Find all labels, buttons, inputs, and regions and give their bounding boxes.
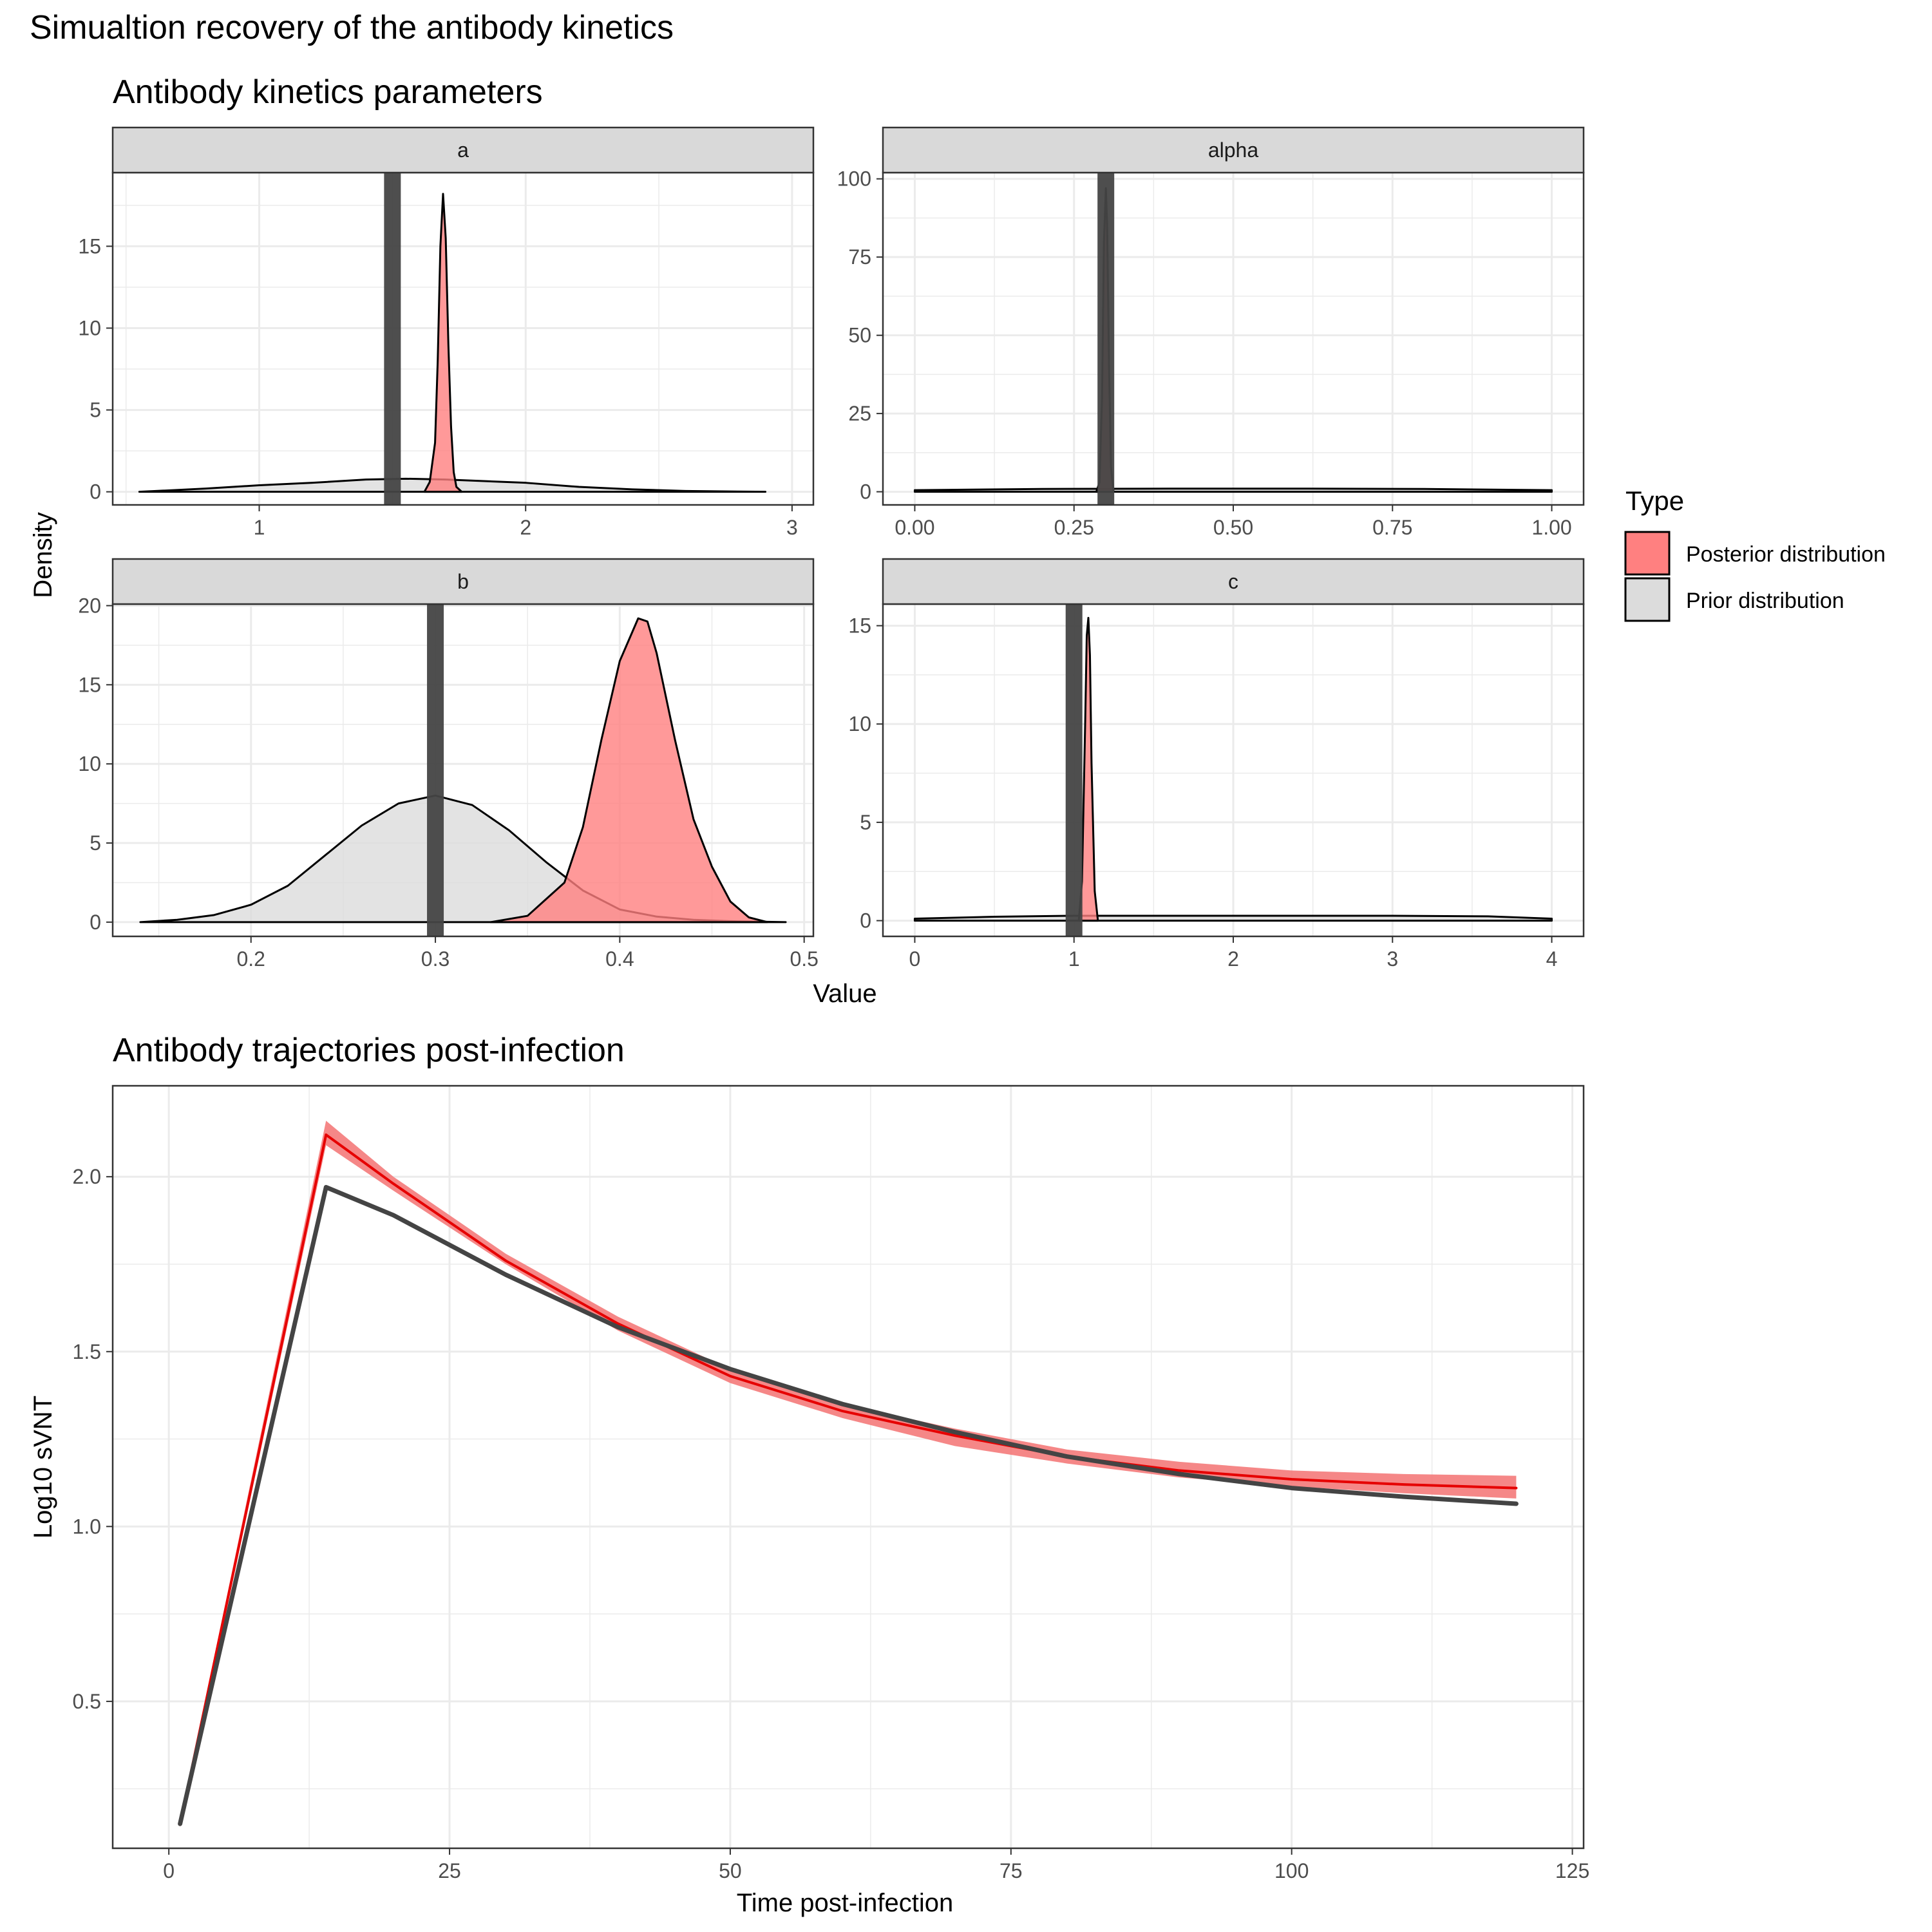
x-tick-label: 0.3 — [421, 947, 450, 971]
y-tick-label: 1.0 — [73, 1515, 101, 1538]
y-tick-label: 100 — [837, 167, 871, 191]
legend-key-posterior — [1624, 531, 1671, 576]
y-tick-label: 2.0 — [73, 1165, 101, 1188]
facet-b: 0.2 0.3 0.4 0.5 0 5 10 15 20 b — [78, 558, 819, 971]
y-tick-label: 15 — [78, 234, 101, 258]
bottom-subtitle: Antibody trajectories post-infection — [113, 1032, 625, 1069]
x-tick-label: 0.75 — [1372, 516, 1412, 539]
x-tick-label: 0.5 — [790, 947, 818, 971]
y-tick-label: 5 — [90, 399, 101, 422]
x-tick-label: 50 — [719, 1859, 742, 1882]
y-tick-label: 10 — [78, 316, 101, 339]
trajectory-y-axis-title: Log10 sVNT — [29, 1396, 57, 1539]
facet-strip — [111, 126, 815, 174]
density-y-axis-title: Density — [29, 512, 57, 598]
legend-title: Type — [1625, 486, 1684, 516]
x-tick-label: 4 — [1546, 947, 1558, 971]
x-tick-label: 0.4 — [605, 947, 634, 971]
facet-strip — [882, 558, 1585, 605]
x-tick-label: 100 — [1274, 1859, 1309, 1882]
x-tick-label: 75 — [999, 1859, 1023, 1882]
y-tick-label: 75 — [848, 245, 871, 269]
y-tick-label: 1.5 — [73, 1340, 101, 1363]
facet-strip-label: c — [1228, 570, 1238, 593]
x-tick-label: 0 — [909, 947, 921, 971]
y-tick-label: 0 — [860, 480, 871, 504]
x-tick-label: 0 — [163, 1859, 175, 1882]
true-trajectory-line — [178, 1185, 1519, 1826]
y-tick-label: 25 — [848, 402, 871, 425]
y-tick-label: 0 — [90, 480, 101, 504]
x-tick-label: 1.00 — [1531, 516, 1571, 539]
y-tick-label: 5 — [90, 831, 101, 855]
y-tick-label: 20 — [78, 594, 101, 617]
top-subtitle: Antibody kinetics parameters — [113, 73, 543, 111]
trajectory-panel: 0 25 50 75 100 125 0.5 1.0 1.5 2.0 — [73, 1084, 1589, 1882]
posterior-density — [1077, 616, 1099, 922]
legend-label-posterior: Posterior distribution — [1686, 542, 1886, 567]
legend-label-prior: Prior distribution — [1686, 589, 1844, 613]
y-tick-label: 50 — [848, 324, 871, 347]
figure-title: Simualtion recovery of the antibody kine… — [30, 9, 674, 46]
y-tick-label: 0 — [90, 911, 101, 934]
x-tick-label: 1 — [1068, 947, 1080, 971]
y-tick-label: 5 — [860, 811, 871, 834]
y-tick-label: 10 — [78, 752, 101, 775]
prior-density — [913, 488, 1553, 493]
facet-strip — [111, 558, 815, 605]
legend: Type Posterior distribution Prior distri… — [1624, 486, 1886, 622]
facet-strip-label: alpha — [1208, 138, 1259, 162]
x-tick-label: 25 — [438, 1859, 461, 1882]
x-tick-label: 0.2 — [236, 947, 265, 971]
facet-strip-label: b — [457, 570, 469, 593]
x-tick-label: 0.25 — [1054, 516, 1094, 539]
x-tick-label: 2 — [520, 516, 531, 539]
posterior-density — [489, 617, 768, 923]
y-tick-label: 0 — [860, 909, 871, 933]
panel-background — [113, 1086, 1584, 1848]
x-tick-label: 3 — [786, 516, 798, 539]
x-tick-label: 2 — [1227, 947, 1239, 971]
facet-a: 1 2 3 0 5 10 15 a — [78, 126, 815, 539]
y-tick-label: 0.5 — [73, 1690, 101, 1713]
facet-strip-label: a — [457, 138, 469, 162]
y-tick-label: 15 — [78, 673, 101, 696]
prior-density — [913, 914, 1553, 922]
x-tick-label: 3 — [1387, 947, 1398, 971]
posterior-density — [423, 193, 463, 493]
density-x-axis-title: Value — [813, 980, 876, 1008]
posterior-median-line — [178, 1133, 1518, 1825]
x-tick-label: 125 — [1555, 1859, 1589, 1882]
facet-alpha: 0.00 0.25 0.50 0.75 1.00 0 25 50 75 100 alpha — [837, 126, 1585, 539]
y-tick-label: 15 — [848, 614, 871, 638]
panel-background — [113, 173, 813, 505]
legend-key-prior — [1624, 577, 1671, 622]
y-tick-label: 10 — [848, 712, 871, 735]
x-tick-label: 1 — [254, 516, 265, 539]
panel-border — [111, 1084, 1585, 1850]
facet-c: 0 1 2 3 4 0 5 10 15 c — [848, 558, 1585, 971]
x-tick-label: 0.50 — [1213, 516, 1253, 539]
facet-strip — [882, 126, 1585, 174]
x-tick-label: 0.00 — [895, 516, 934, 539]
trajectory-x-axis-title: Time post-infection — [737, 1889, 953, 1917]
